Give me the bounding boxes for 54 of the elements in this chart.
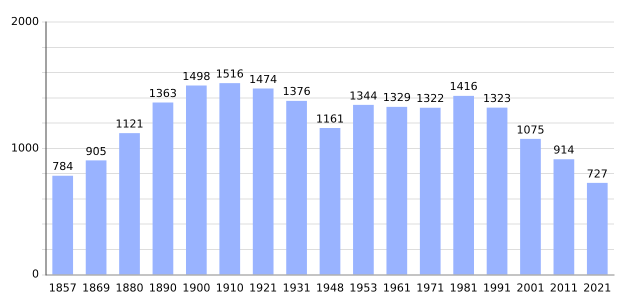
bar [252,88,274,274]
x-tick-label: 2011 [550,281,578,294]
x-tick-label: 1991 [483,281,512,294]
bar [286,100,307,274]
data-label: 1363 [148,86,177,100]
data-label: 1075 [516,123,544,136]
bar [52,176,74,274]
x-tick-label: 1921 [249,281,278,294]
bar [119,133,140,274]
bar [386,106,408,274]
x-tick-label: 1948 [316,281,344,294]
x-tick-label: 2021 [583,281,612,294]
bar [152,102,174,274]
x-tick-label: 1981 [450,281,478,294]
bar [554,159,574,274]
data-label: 1474 [249,72,278,86]
bar [86,160,106,274]
data-label: 1322 [416,92,444,106]
x-tick-label: 1961 [382,281,411,294]
x-tick-label: 1971 [416,281,444,294]
bar [320,128,340,274]
bar [186,85,207,274]
bar [520,138,541,274]
data-label: 914 [553,144,574,157]
x-tick-label: 1931 [282,281,311,294]
y-tick-label: 2000 [10,14,39,28]
x-tick-label: 2001 [516,281,544,294]
bar [453,96,474,274]
data-label: 1516 [216,68,244,81]
x-tick-label: 1900 [182,281,210,294]
x-tick-label: 1869 [82,281,110,294]
data-label: 1161 [316,112,344,126]
data-label: 1121 [116,117,144,130]
data-label: 1344 [349,89,378,102]
data-label: 905 [86,144,107,158]
data-label: 1376 [282,85,311,98]
data-label: 1323 [483,92,512,105]
data-label: 1416 [450,80,478,94]
x-tick-label: 1910 [216,281,244,294]
bar [353,104,374,274]
data-label: 784 [52,160,74,174]
bar [586,182,608,274]
x-tick-label: 1880 [116,281,144,294]
bar [420,108,441,274]
data-label: 1329 [382,91,411,104]
y-tick-label: 0 [32,268,39,281]
data-label: 727 [586,167,608,180]
x-tick-label: 1857 [48,281,77,294]
data-label: 1498 [182,70,210,83]
x-tick-label: 1890 [148,281,177,294]
x-tick-label: 1953 [349,281,378,294]
bar [219,83,240,274]
y-tick-label: 1000 [10,141,39,154]
bar [486,108,508,274]
